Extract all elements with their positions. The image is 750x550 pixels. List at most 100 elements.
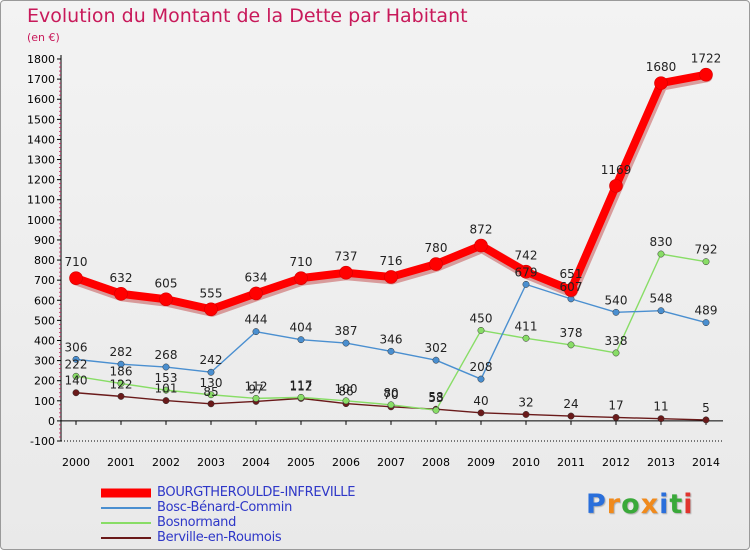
data-point bbox=[207, 368, 215, 376]
data-label: 651 bbox=[560, 267, 583, 281]
data-point bbox=[342, 339, 350, 347]
legend-swatch bbox=[101, 536, 151, 539]
data-label: 112 bbox=[290, 379, 313, 393]
data-point bbox=[72, 372, 80, 380]
data-point bbox=[207, 400, 215, 408]
data-label: 70 bbox=[383, 388, 398, 402]
data-label: 306 bbox=[65, 340, 88, 354]
x-tick-label: 2010 bbox=[512, 456, 540, 469]
data-point bbox=[702, 416, 710, 424]
data-label: 122 bbox=[110, 377, 133, 391]
x-tick-label: 2009 bbox=[467, 456, 495, 469]
chart-title: Evolution du Montant de la Dette par Hab… bbox=[27, 5, 468, 27]
data-point bbox=[702, 258, 710, 266]
data-point bbox=[612, 349, 620, 357]
data-label: 605 bbox=[155, 276, 178, 290]
data-label: 11 bbox=[653, 400, 668, 414]
legend-swatch bbox=[101, 506, 151, 509]
data-label: 792 bbox=[695, 243, 718, 257]
data-point bbox=[567, 341, 575, 349]
data-label: 679 bbox=[515, 265, 538, 279]
data-label: 404 bbox=[290, 321, 313, 335]
data-point bbox=[657, 250, 665, 258]
data-label: 742 bbox=[515, 249, 538, 263]
data-point bbox=[162, 397, 170, 405]
data-label: 548 bbox=[650, 292, 673, 306]
data-label: 1169 bbox=[601, 163, 632, 177]
data-point bbox=[204, 302, 218, 317]
data-label: 378 bbox=[560, 326, 583, 340]
data-point bbox=[432, 406, 440, 414]
data-point bbox=[564, 283, 578, 297]
data-label: 607 bbox=[560, 280, 583, 294]
y-tick-label: 500 bbox=[34, 314, 55, 327]
data-point bbox=[252, 328, 260, 336]
data-point bbox=[114, 287, 128, 301]
y-tick-label: 300 bbox=[34, 355, 55, 368]
data-point bbox=[522, 280, 530, 288]
legend-label: BOURGTHEROULDE-INFREVILLE bbox=[157, 485, 356, 500]
data-label: 716 bbox=[380, 254, 403, 268]
data-label: 208 bbox=[470, 360, 493, 374]
y-tick-label: 1300 bbox=[27, 154, 55, 167]
data-label: 540 bbox=[605, 293, 628, 307]
data-point bbox=[69, 271, 83, 285]
data-label: 780 bbox=[425, 241, 448, 255]
y-tick-label: 1500 bbox=[27, 113, 55, 126]
data-point bbox=[654, 76, 668, 90]
data-label: 32 bbox=[518, 395, 533, 409]
data-label: 100 bbox=[335, 382, 358, 396]
data-point bbox=[252, 394, 260, 402]
y-tick-label: 100 bbox=[34, 395, 55, 408]
data-point bbox=[477, 375, 485, 383]
x-tick-label: 2007 bbox=[377, 456, 405, 469]
data-label: 101 bbox=[155, 382, 178, 396]
data-label: 411 bbox=[515, 319, 538, 333]
data-point bbox=[699, 67, 713, 82]
data-point bbox=[117, 360, 125, 368]
data-point bbox=[567, 412, 575, 420]
y-tick-label: 900 bbox=[34, 234, 55, 247]
data-label: 387 bbox=[335, 324, 358, 338]
data-point bbox=[162, 386, 170, 394]
data-point bbox=[657, 415, 665, 423]
data-point bbox=[612, 414, 620, 421]
data-label: 58 bbox=[428, 390, 443, 404]
data-point bbox=[297, 336, 305, 344]
legend-label: Bosnormand bbox=[157, 515, 237, 530]
data-point bbox=[657, 307, 665, 315]
data-label: 268 bbox=[155, 348, 178, 362]
data-point bbox=[429, 257, 443, 271]
data-label: 53 bbox=[428, 391, 443, 405]
legend-swatch bbox=[101, 488, 151, 497]
data-label: 80 bbox=[383, 386, 398, 400]
y-tick-label: 1400 bbox=[27, 133, 55, 146]
data-point bbox=[207, 391, 215, 399]
x-tick-label: 2003 bbox=[197, 456, 225, 469]
data-label: 5 bbox=[702, 401, 710, 415]
data-point bbox=[72, 355, 80, 363]
x-tick-label: 2006 bbox=[332, 456, 360, 469]
data-label: 555 bbox=[200, 286, 223, 300]
y-tick-label: 1200 bbox=[27, 174, 55, 187]
data-point bbox=[297, 393, 305, 401]
y-tick-label: 1100 bbox=[27, 194, 55, 207]
unit-label: (en €) bbox=[27, 31, 60, 44]
data-label: 186 bbox=[110, 364, 133, 378]
data-point bbox=[117, 392, 125, 400]
data-label: 40 bbox=[473, 394, 488, 408]
data-label: 1680 bbox=[646, 60, 677, 74]
y-tick-label: 400 bbox=[34, 334, 55, 347]
legend-swatch bbox=[101, 521, 151, 524]
x-tick-label: 2004 bbox=[242, 456, 270, 469]
data-point bbox=[477, 409, 485, 417]
data-label: 24 bbox=[563, 397, 578, 411]
x-tick-label: 2008 bbox=[422, 456, 450, 469]
data-label: 112 bbox=[245, 379, 268, 393]
data-point bbox=[72, 389, 80, 397]
y-tick-label: -100 bbox=[30, 435, 55, 448]
data-point bbox=[477, 326, 485, 334]
x-tick-label: 2005 bbox=[287, 456, 315, 469]
